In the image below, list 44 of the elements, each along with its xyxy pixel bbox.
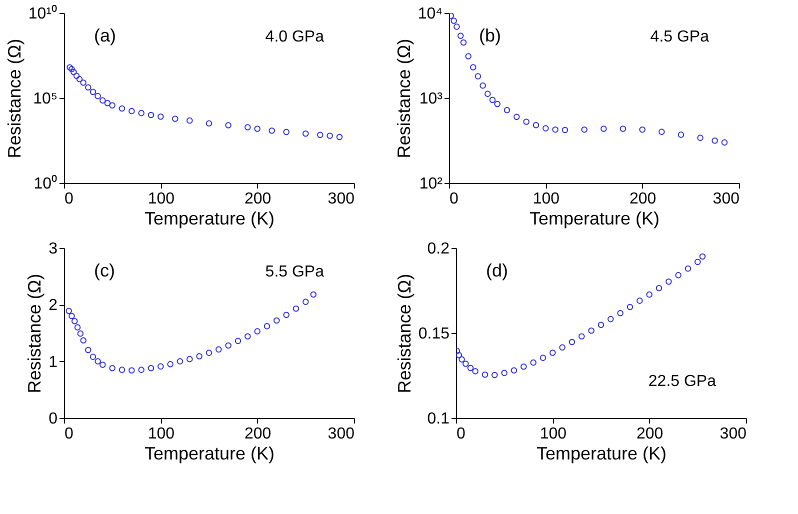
annotation: 5.5 GPa	[265, 263, 324, 280]
annotation: 22.5 GPa	[648, 372, 716, 390]
y-tick-label: 10²	[419, 176, 444, 192]
y-axis-title: Resistance (Ω)	[394, 274, 414, 394]
y-tick-label: 10¹⁰	[28, 4, 58, 22]
annotation: (a)	[94, 25, 116, 46]
y-axis-title: Resistance (Ω)	[4, 38, 24, 158]
x-tick-label: 0	[64, 426, 74, 442]
x-axis-title: Temperature (K)	[529, 208, 660, 228]
x-axis-title: Temperature (K)	[144, 444, 275, 464]
x-tick-label: 200	[629, 190, 656, 208]
x-tick-label: 300	[720, 426, 747, 442]
x-tick-label: 0	[456, 426, 466, 442]
y-tick-label: 2	[48, 297, 58, 314]
annotation: 4.5 GPa	[650, 28, 710, 46]
x-tick-label: 100	[148, 426, 175, 442]
y-tick-label: 0.1	[427, 410, 450, 428]
x-tick-label: 300	[712, 190, 740, 208]
x-tick-label: 200	[244, 426, 272, 442]
x-axis-title: Temperature (K)	[536, 444, 667, 464]
annotation: (c)	[94, 260, 115, 280]
x-tick-label: 100	[540, 426, 567, 442]
annotation: (d)	[486, 260, 508, 280]
annotation: 4.0 GPa	[265, 28, 324, 46]
x-tick-label: 0	[64, 190, 74, 208]
y-tick-label: 10³	[419, 90, 444, 108]
y-tick-label: 10⁴	[418, 6, 443, 22]
x-tick-label: 300	[328, 190, 355, 208]
x-tick-label: 200	[244, 190, 272, 208]
y-axis-title: Resistance (Ω)	[24, 274, 45, 394]
y-axis-title: Resistance (Ω)	[394, 38, 414, 158]
x-tick-label: 200	[636, 426, 664, 442]
x-tick-label: 100	[148, 190, 175, 208]
y-tick-label: 10⁵	[33, 90, 58, 108]
x-tick-label: 300	[328, 426, 355, 442]
y-tick-label: 10⁰	[34, 174, 58, 192]
x-axis-title: Temperature (K)	[144, 208, 275, 228]
y-tick-label: 0.15	[418, 326, 450, 342]
x-tick-label: 100	[532, 190, 560, 208]
y-tick-label: 3	[48, 240, 58, 258]
y-tick-label: 0.2	[427, 240, 450, 258]
annotation: (b)	[479, 25, 501, 46]
y-tick-label: 1	[48, 354, 58, 371]
y-tick-label: 0	[48, 410, 58, 428]
